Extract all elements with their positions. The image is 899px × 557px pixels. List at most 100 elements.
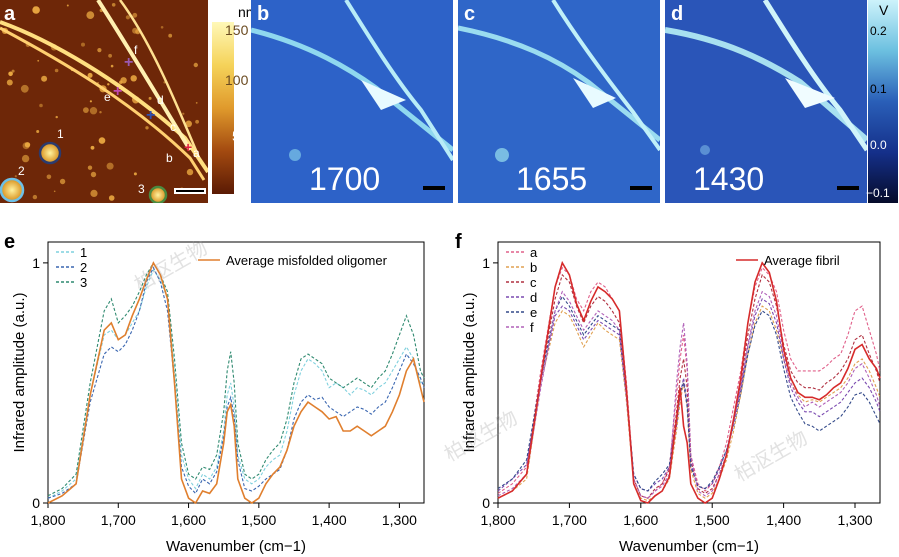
particle (107, 83, 110, 86)
panel-label-f: f (455, 231, 462, 253)
particle (145, 126, 149, 130)
particle (108, 53, 112, 58)
particle (11, 69, 15, 73)
fibril-b-2 (344, 0, 453, 162)
particle (14, 175, 17, 178)
panel-label-b: b (257, 3, 270, 25)
scale-bar-c (630, 186, 652, 190)
particle (108, 195, 115, 201)
fibril-d-junction (785, 78, 835, 108)
legend-label: 1 (80, 245, 87, 260)
particle (6, 79, 13, 86)
panel-a-background (0, 0, 208, 203)
legend-label: c (530, 275, 537, 290)
point-label-3: 3 (138, 182, 145, 196)
particle (168, 33, 173, 38)
point-label-b: b (166, 151, 173, 165)
particle (89, 100, 92, 103)
oligomer-marker-2 (0, 177, 25, 203)
fibril-c-2 (551, 0, 660, 152)
height-tick-0: 0 (236, 180, 244, 196)
panel-label-c: c (464, 3, 476, 25)
voltage-colorbar-unit: V (879, 2, 889, 18)
particle (90, 171, 97, 178)
wavenumber-value-b: 1700 (309, 161, 381, 197)
particle (39, 103, 43, 108)
legend-label: b (530, 260, 537, 275)
series-line-d (497, 298, 881, 492)
fibril-b-1 (251, 27, 453, 152)
chart-f-spectra-fibril: 1,800 1,700 1,600 1,500 1,400 1,300 0 1 Wavenumb… (461, 241, 881, 555)
panel-a-particles (1, 3, 200, 201)
x-tick-label: 1,400 (312, 512, 347, 528)
panel-a-image: + + + + 1 2 3 a b c d e f (0, 0, 208, 203)
x-axis-label: Wavenumber (cm−1) (166, 538, 306, 555)
panel-a-topography: + + + + 1 2 3 a b c d e f a (0, 0, 208, 203)
panel-c-image (458, 0, 660, 162)
height-tick-150: 150 (225, 22, 249, 38)
plot-frame (47, 241, 425, 504)
voltage-tick-neg0.1: −0.1 (866, 186, 890, 200)
point-label-e: e (104, 90, 111, 104)
particle (33, 6, 36, 9)
particle (24, 142, 31, 148)
particle (111, 3, 116, 7)
point-label-2: 2 (18, 164, 25, 178)
panel-c-ir-map: c 1655 (458, 0, 660, 203)
height-tick-50: 50 (232, 128, 248, 144)
oligomer-marker-3 (148, 185, 168, 203)
particle (55, 115, 58, 119)
particle (66, 4, 69, 7)
particle (46, 174, 52, 180)
particle (106, 162, 114, 170)
panel-b-image (251, 0, 453, 162)
series-line-2 (47, 266, 425, 499)
series-line-b (497, 305, 881, 502)
voltage-colorbar (868, 0, 898, 203)
particle (120, 77, 127, 84)
oligomer-d (700, 145, 710, 155)
legend-label: e (530, 305, 537, 320)
x-tick-label: 1,300 (837, 512, 872, 528)
particle (8, 71, 13, 77)
particle (37, 59, 40, 62)
legend-label: f (530, 320, 534, 335)
height-tick-100: 100 (225, 72, 249, 88)
legend-label-average: Average misfolded oligomer (226, 253, 388, 268)
particle (36, 130, 40, 133)
series-line-1 (47, 268, 424, 499)
legend-label: a (530, 245, 538, 260)
y-axis-label: Infrared amplitude (a.u.) (461, 292, 478, 452)
voltage-tick-0.1: 0.1 (870, 82, 887, 96)
wavenumber-value-d: 1430 (693, 161, 765, 197)
marker-e-cross: + (113, 83, 122, 100)
marker-a-cross: + (184, 139, 192, 155)
particle (32, 6, 40, 14)
particle (160, 26, 164, 29)
legend-label-average: Average fibril (764, 253, 840, 268)
fibril-4 (118, 0, 202, 161)
panel-label-d: d (671, 3, 684, 25)
particle (41, 75, 48, 82)
x-tick-label: 1,300 (382, 512, 417, 528)
particle (20, 84, 29, 93)
panel-b-ir-map: b 1700 (251, 0, 453, 203)
y-axis-label: Infrared amplitude (a.u.) (11, 292, 28, 452)
particle (83, 107, 89, 113)
particle (97, 48, 102, 53)
voltage-tick-0.2: 0.2 (870, 24, 887, 38)
particle (132, 12, 138, 18)
x-axis-label: Wavenumber (cm−1) (619, 538, 759, 555)
oligomer-b (289, 149, 301, 161)
panel-label-a: a (4, 3, 16, 25)
particle (148, 96, 152, 100)
oligomer-marker-1 (38, 141, 62, 165)
particle (90, 145, 95, 150)
fibril-3 (96, 0, 192, 152)
plot-frame (497, 241, 881, 504)
point-label-1: 1 (57, 127, 64, 141)
panel-label-e: e (4, 231, 16, 253)
series-line-average-fibril (497, 260, 881, 504)
x-tick-label: 1,600 (623, 512, 658, 528)
particle (185, 120, 192, 128)
